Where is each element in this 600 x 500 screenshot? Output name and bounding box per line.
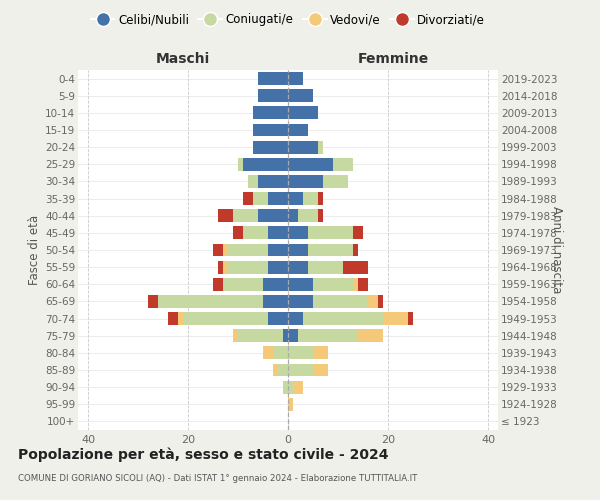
Bar — [223, 244, 228, 256]
Bar — [168, 312, 178, 325]
Bar — [218, 260, 223, 274]
Bar — [243, 226, 268, 239]
Bar — [258, 210, 288, 222]
Y-axis label: Fasce di età: Fasce di età — [28, 215, 41, 285]
Bar — [268, 244, 288, 256]
Bar — [288, 278, 313, 290]
Bar — [233, 210, 258, 222]
Bar — [358, 278, 368, 290]
Bar — [178, 312, 183, 325]
Bar — [318, 140, 323, 153]
Bar — [268, 226, 288, 239]
Bar — [298, 330, 358, 342]
Bar — [243, 158, 288, 170]
Bar — [288, 312, 303, 325]
Bar — [353, 244, 358, 256]
Bar — [213, 244, 223, 256]
Bar — [283, 380, 288, 394]
Bar — [228, 260, 268, 274]
Bar — [288, 260, 308, 274]
Bar — [288, 346, 313, 360]
Text: COMUNE DI GORIANO SICOLI (AQ) - Dati ISTAT 1° gennaio 2024 - Elaborazione TUTTIT: COMUNE DI GORIANO SICOLI (AQ) - Dati IST… — [18, 474, 418, 483]
Bar — [288, 398, 293, 410]
Bar — [238, 330, 283, 342]
Bar — [273, 364, 278, 376]
Bar — [333, 158, 353, 170]
Bar — [258, 72, 288, 85]
Bar — [253, 140, 288, 153]
Bar — [253, 124, 288, 136]
Bar — [268, 192, 288, 205]
Bar — [268, 260, 288, 274]
Bar — [288, 210, 298, 222]
Bar — [378, 295, 383, 308]
Bar — [253, 192, 268, 205]
Bar — [313, 278, 353, 290]
Bar — [223, 278, 263, 290]
Bar — [288, 106, 318, 120]
Bar — [268, 312, 288, 325]
Bar — [308, 260, 343, 274]
Bar — [288, 72, 303, 85]
Bar — [288, 124, 308, 136]
Bar — [288, 330, 298, 342]
Bar — [353, 226, 363, 239]
Bar — [313, 295, 368, 308]
Bar — [253, 106, 288, 120]
Bar — [288, 192, 303, 205]
Bar — [238, 158, 243, 170]
Bar — [263, 346, 273, 360]
Bar — [288, 90, 313, 102]
Bar — [323, 175, 348, 188]
Text: Popolazione per età, sesso e stato civile - 2024: Popolazione per età, sesso e stato civil… — [18, 448, 389, 462]
Bar — [258, 90, 288, 102]
Bar — [233, 226, 243, 239]
Bar — [273, 346, 288, 360]
Bar — [233, 330, 238, 342]
Bar — [278, 364, 288, 376]
Bar — [248, 175, 258, 188]
Bar — [288, 226, 308, 239]
Bar — [303, 192, 318, 205]
Bar — [318, 210, 323, 222]
Bar — [408, 312, 413, 325]
Bar — [218, 210, 233, 222]
Bar — [288, 175, 323, 188]
Bar — [368, 295, 378, 308]
Y-axis label: Anni di nascita: Anni di nascita — [550, 206, 563, 294]
Text: Femmine: Femmine — [358, 52, 428, 66]
Bar — [288, 158, 333, 170]
Bar — [313, 364, 328, 376]
Bar — [263, 295, 288, 308]
Bar — [298, 210, 318, 222]
Bar — [148, 295, 158, 308]
Bar — [288, 364, 313, 376]
Bar — [288, 140, 318, 153]
Bar — [358, 330, 383, 342]
Bar — [293, 380, 303, 394]
Bar — [158, 295, 263, 308]
Bar — [223, 260, 228, 274]
Bar — [383, 312, 408, 325]
Bar — [183, 312, 268, 325]
Legend: Celibi/Nubili, Coniugati/e, Vedovi/e, Divorziati/e: Celibi/Nubili, Coniugati/e, Vedovi/e, Di… — [86, 8, 490, 31]
Bar — [308, 226, 353, 239]
Bar — [318, 192, 323, 205]
Bar — [288, 295, 313, 308]
Bar — [313, 346, 328, 360]
Bar — [343, 260, 368, 274]
Bar — [258, 175, 288, 188]
Bar — [228, 244, 268, 256]
Bar — [243, 192, 253, 205]
Bar — [283, 330, 288, 342]
Bar — [288, 380, 293, 394]
Bar — [353, 278, 358, 290]
Bar — [288, 244, 308, 256]
Bar — [308, 244, 353, 256]
Bar — [303, 312, 383, 325]
Bar — [263, 278, 288, 290]
Bar — [213, 278, 223, 290]
Text: Maschi: Maschi — [156, 52, 210, 66]
